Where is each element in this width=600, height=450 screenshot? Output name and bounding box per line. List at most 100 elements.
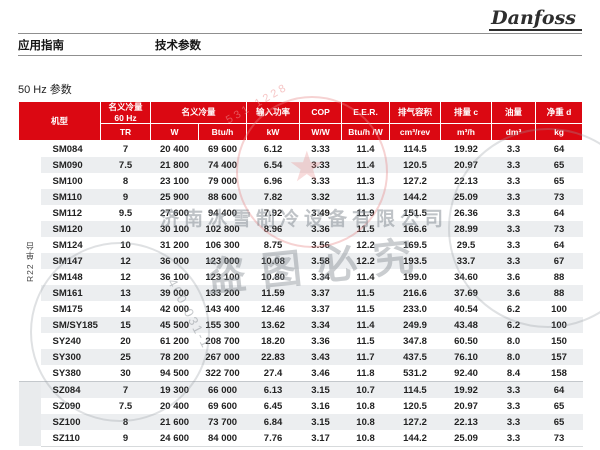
table-row: SM090 7.5 21 800 74 400 6.54 3.33 11.4 120.5 20.… bbox=[19, 157, 583, 174]
model-cell: SY300 bbox=[40, 349, 101, 366]
value-cell: 7 bbox=[100, 140, 151, 158]
value-cell: 3.34 bbox=[299, 269, 342, 286]
value-cell: 3.43 bbox=[299, 349, 342, 366]
value-cell: 45 500 bbox=[150, 317, 199, 334]
value-cell: 26.36 bbox=[440, 205, 492, 222]
model-cell: SY380 bbox=[40, 365, 101, 382]
value-cell: 123 000 bbox=[198, 253, 247, 270]
value-cell: 88 600 bbox=[198, 189, 247, 206]
table-row: SM112 9.5 27 600 94 400 7.92 3.49 11.9 151.5 26.… bbox=[19, 205, 583, 222]
refrigerant-group-label bbox=[18, 381, 41, 447]
column-header: 输入功率 bbox=[246, 100, 301, 125]
value-cell: 3.3 bbox=[491, 253, 536, 270]
table-row: R22 单台 SM084 7 20 400 69 600 6.12 3.33 11.4 114.… bbox=[18, 140, 583, 382]
value-cell: 8 bbox=[100, 173, 151, 190]
unit-header: W/W bbox=[299, 123, 343, 142]
value-cell: 8.75 bbox=[246, 237, 300, 254]
table-row: SZ100 8 21 600 73 700 6.84 3.15 10.8 127.2 22.13… bbox=[19, 414, 583, 431]
value-cell: 21 600 bbox=[150, 414, 199, 431]
value-cell: 144.2 bbox=[389, 189, 441, 206]
value-cell: 20.97 bbox=[440, 157, 492, 174]
value-cell: 11.8 bbox=[341, 365, 390, 382]
unit-header: TR bbox=[100, 123, 152, 142]
value-cell: 28.99 bbox=[440, 221, 492, 238]
value-cell: 25.09 bbox=[440, 430, 492, 448]
value-cell: 78 200 bbox=[150, 349, 199, 366]
value-cell: 133 200 bbox=[198, 285, 247, 302]
unit-header: kg bbox=[535, 123, 584, 142]
value-cell: 7.5 bbox=[100, 157, 151, 174]
value-cell: 3.3 bbox=[491, 414, 536, 431]
value-cell: 166.6 bbox=[389, 221, 441, 238]
value-cell: 3.33 bbox=[299, 140, 342, 158]
value-cell: 3.3 bbox=[491, 237, 536, 254]
value-cell: 13 bbox=[100, 285, 151, 302]
value-cell: 11.4 bbox=[341, 269, 390, 286]
value-cell: 347.8 bbox=[389, 333, 441, 350]
value-cell: 11.5 bbox=[341, 285, 390, 302]
table-row: SM148 12 36 100 123 100 10.80 3.34 11.4 199.0 34… bbox=[19, 269, 583, 286]
value-cell: 3.49 bbox=[299, 205, 342, 222]
unit-header: Btu/h bbox=[198, 123, 248, 142]
table-row: SZ084 7 19 300 66 000 6.13 3.15 10.7 114.5 19.92… bbox=[18, 381, 583, 447]
value-cell: 20 bbox=[100, 333, 151, 350]
value-cell: 267 000 bbox=[198, 349, 247, 366]
value-cell: 3.36 bbox=[299, 333, 342, 350]
value-cell: 169.5 bbox=[389, 237, 441, 254]
value-cell: 20 400 bbox=[150, 398, 199, 415]
value-cell: 88 bbox=[535, 285, 583, 302]
value-cell: 199.0 bbox=[389, 269, 441, 286]
value-cell: 6.45 bbox=[246, 398, 300, 415]
value-cell: 36 000 bbox=[150, 253, 199, 270]
model-cell: SZ110 bbox=[40, 430, 101, 448]
column-header: 净重 d bbox=[535, 100, 584, 125]
value-cell: 69 600 bbox=[198, 140, 247, 158]
value-cell: 144.2 bbox=[389, 430, 441, 448]
table-row: SM/SY185 15 45 500 155 300 13.62 3.34 11.4 249.… bbox=[19, 317, 583, 334]
value-cell: 322 700 bbox=[198, 365, 247, 382]
value-cell: 12.46 bbox=[246, 301, 300, 318]
value-cell: 11.4 bbox=[341, 157, 390, 174]
value-cell: 19 300 bbox=[150, 381, 199, 399]
column-header: 排气容积 bbox=[389, 100, 442, 125]
column-header: 机型 bbox=[17, 100, 102, 142]
value-cell: 12.2 bbox=[341, 237, 390, 254]
value-cell: 3.3 bbox=[491, 157, 536, 174]
table-row: SM100 8 23 100 79 000 6.96 3.33 11.3 127.2 22.13… bbox=[19, 173, 583, 190]
model-cell: SM090 bbox=[40, 157, 101, 174]
model-cell: SM084 bbox=[40, 140, 101, 158]
value-cell: 3.3 bbox=[491, 205, 536, 222]
value-cell: 65 bbox=[535, 398, 583, 415]
value-cell: 25.09 bbox=[440, 189, 492, 206]
value-cell: 11.5 bbox=[341, 221, 390, 238]
value-cell: 10.08 bbox=[246, 253, 300, 270]
value-cell: 11.3 bbox=[341, 173, 390, 190]
value-cell: 13.62 bbox=[246, 317, 300, 334]
value-cell: 43.48 bbox=[440, 317, 492, 334]
danfoss-logo: Danfoss bbox=[489, 7, 582, 31]
value-cell: 64 bbox=[535, 381, 583, 399]
value-cell: 94 500 bbox=[150, 365, 199, 382]
value-cell: 9.5 bbox=[100, 205, 151, 222]
model-cell: SM161 bbox=[40, 285, 101, 302]
value-cell: 64 bbox=[535, 237, 583, 254]
value-cell: 3.6 bbox=[491, 269, 536, 286]
value-cell: 73 bbox=[535, 221, 583, 238]
column-header: COP bbox=[299, 100, 343, 125]
value-cell: 31 200 bbox=[150, 237, 199, 254]
value-cell: 143 400 bbox=[198, 301, 247, 318]
value-cell: 155 300 bbox=[198, 317, 247, 334]
table-row: SY300 25 78 200 267 000 22.83 3.43 11.7 437.5 76… bbox=[19, 349, 583, 366]
value-cell: 233.0 bbox=[389, 301, 441, 318]
value-cell: 437.5 bbox=[389, 349, 441, 366]
value-cell: 8.0 bbox=[491, 349, 536, 366]
value-cell: 22.83 bbox=[246, 349, 300, 366]
value-cell: 157 bbox=[535, 349, 583, 366]
model-cell: SM120 bbox=[40, 221, 101, 238]
model-cell: SM110 bbox=[40, 189, 101, 206]
model-cell: SZ084 bbox=[40, 381, 101, 399]
model-cell: SM124 bbox=[40, 237, 101, 254]
header-divider-top bbox=[18, 33, 582, 34]
value-cell: 67 bbox=[535, 253, 583, 270]
value-cell: 94 400 bbox=[198, 205, 247, 222]
